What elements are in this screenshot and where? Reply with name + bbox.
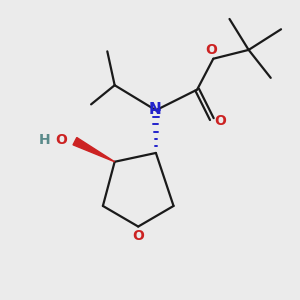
Polygon shape	[73, 137, 115, 162]
Text: H: H	[38, 133, 50, 147]
Text: O: O	[205, 43, 217, 57]
Text: N: N	[149, 102, 162, 117]
Text: O: O	[214, 114, 226, 128]
Text: O: O	[132, 229, 144, 243]
Text: O: O	[55, 133, 67, 147]
